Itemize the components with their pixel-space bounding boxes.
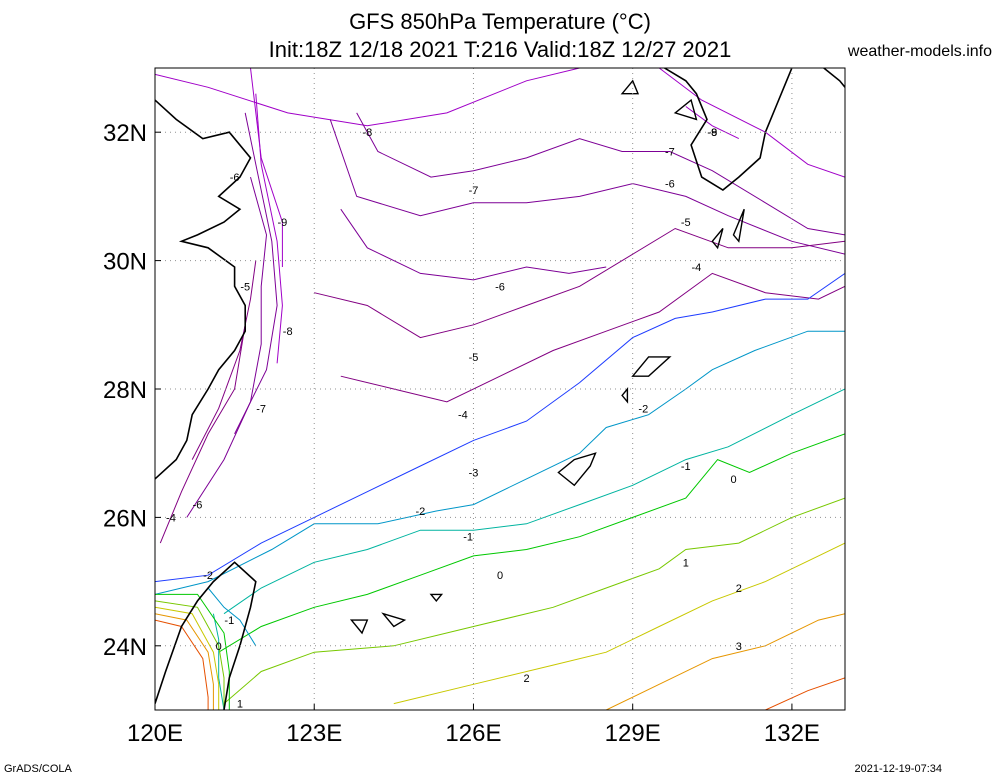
contour-label: 1 xyxy=(683,557,689,569)
contour-label: -2 xyxy=(638,403,648,415)
longitude-tick-label: 129E xyxy=(605,720,661,747)
coastline xyxy=(823,68,845,88)
island-outline xyxy=(349,619,369,635)
contour-label: -2 xyxy=(203,570,213,582)
contour-label: 3 xyxy=(736,641,742,653)
contour-label: -5 xyxy=(240,281,250,293)
contour-line xyxy=(155,600,225,710)
longitude-tick-label: 120E xyxy=(127,720,183,747)
contour-line xyxy=(356,112,845,236)
latitude-tick-label: 30N xyxy=(103,249,147,276)
contour-label: -3 xyxy=(469,467,479,479)
contour-label: -5 xyxy=(681,217,691,229)
contour-line xyxy=(155,619,209,710)
contour-line xyxy=(250,68,283,267)
contour-line xyxy=(218,433,845,653)
contour-line xyxy=(658,68,845,178)
contour-line xyxy=(191,260,257,460)
contour-label: 0 xyxy=(730,474,736,486)
contour-label: -4 xyxy=(166,512,176,524)
longitude-tick-label: 126E xyxy=(445,720,501,747)
contour-label: 2 xyxy=(523,673,529,685)
contour-line xyxy=(207,587,257,647)
contour-label: 0 xyxy=(497,570,503,582)
contour-label-layer: -8 -8-9-7-7-6-6-5-5-4-4-3-2-2-1-10011223-… xyxy=(166,127,742,710)
contour-label: -5 xyxy=(469,352,479,364)
contour-label: -7 xyxy=(469,185,479,197)
island-outline xyxy=(381,612,407,628)
contour-label: -4 xyxy=(691,262,701,274)
contour-label: -4 xyxy=(458,410,468,422)
latitude-tick-label: 28N xyxy=(103,377,147,404)
contour-label: -7 xyxy=(256,403,266,415)
map-title: GFS 850hPa Temperature (°C) xyxy=(349,9,651,34)
island-outline xyxy=(429,593,444,603)
contour-label: -1 xyxy=(224,615,234,627)
contour-label: -6 xyxy=(495,281,505,293)
coastline xyxy=(664,68,793,191)
contour-label: -1 xyxy=(681,461,691,473)
grid-layer xyxy=(155,68,845,710)
generation-timestamp: 2021-12-19-07:34 xyxy=(854,763,942,775)
contour-line xyxy=(765,677,845,710)
contour-line xyxy=(155,613,214,710)
contour-label: -1 xyxy=(463,532,473,544)
contour-label: -6 xyxy=(230,172,240,184)
contour-line xyxy=(314,227,845,339)
contour-line xyxy=(155,68,580,127)
longitude-tick-label: 132E xyxy=(764,720,820,747)
contour-label: 0 xyxy=(216,641,222,653)
island-outline xyxy=(673,98,698,121)
contour-line xyxy=(155,330,845,595)
contour-label: -6 xyxy=(665,179,675,191)
longitude-tick-label: 123E xyxy=(286,720,342,747)
contour-line xyxy=(212,613,225,710)
contour-label: -2 xyxy=(415,506,425,518)
coastline xyxy=(155,561,257,710)
software-credit: GrADS/COLA xyxy=(4,763,72,775)
contour-label: -6 xyxy=(193,500,203,512)
contour-label: -8 xyxy=(283,326,293,338)
island-outline xyxy=(732,208,745,243)
island-outline xyxy=(620,79,640,95)
contour-line xyxy=(340,272,845,403)
contour-label: -8 xyxy=(707,127,717,139)
latitude-tick-label: 24N xyxy=(103,634,147,661)
contour-label: -8 xyxy=(362,127,372,139)
coastline-layer xyxy=(155,68,845,710)
contour-label: 1 xyxy=(237,699,243,711)
island-outline xyxy=(711,228,724,250)
contour-line xyxy=(155,606,220,710)
contour-line xyxy=(234,112,278,435)
contour-line xyxy=(159,324,246,544)
island-outline xyxy=(621,387,629,404)
axis-tick-layer: 120E 123E 126E 129E 132E 24N 26N 28N 30N 32N xyxy=(103,120,820,747)
contour-line xyxy=(329,119,845,255)
latitude-tick-label: 32N xyxy=(103,120,147,147)
contour-line xyxy=(155,272,845,583)
contour-line xyxy=(223,388,845,615)
contour-label: -7 xyxy=(665,146,675,158)
contour-line xyxy=(223,497,845,704)
contour-line xyxy=(186,176,268,518)
contour-line xyxy=(393,542,845,705)
contour-line xyxy=(340,208,607,281)
contour-label: 2 xyxy=(736,583,742,595)
contour-layer xyxy=(155,68,845,710)
island-outline xyxy=(557,452,597,487)
latitude-tick-label: 26N xyxy=(103,505,147,532)
coastline xyxy=(155,99,252,480)
island-outline xyxy=(631,356,672,377)
source-label: weather-models.info xyxy=(847,43,992,60)
contour-label: -9 xyxy=(707,127,717,139)
contour-line xyxy=(155,593,230,710)
contour-line xyxy=(605,613,845,710)
map-subtitle: Init:18Z 12/18 2021 T:216 Valid:18Z 12/2… xyxy=(268,37,732,62)
contour-label: -9 xyxy=(277,217,287,229)
